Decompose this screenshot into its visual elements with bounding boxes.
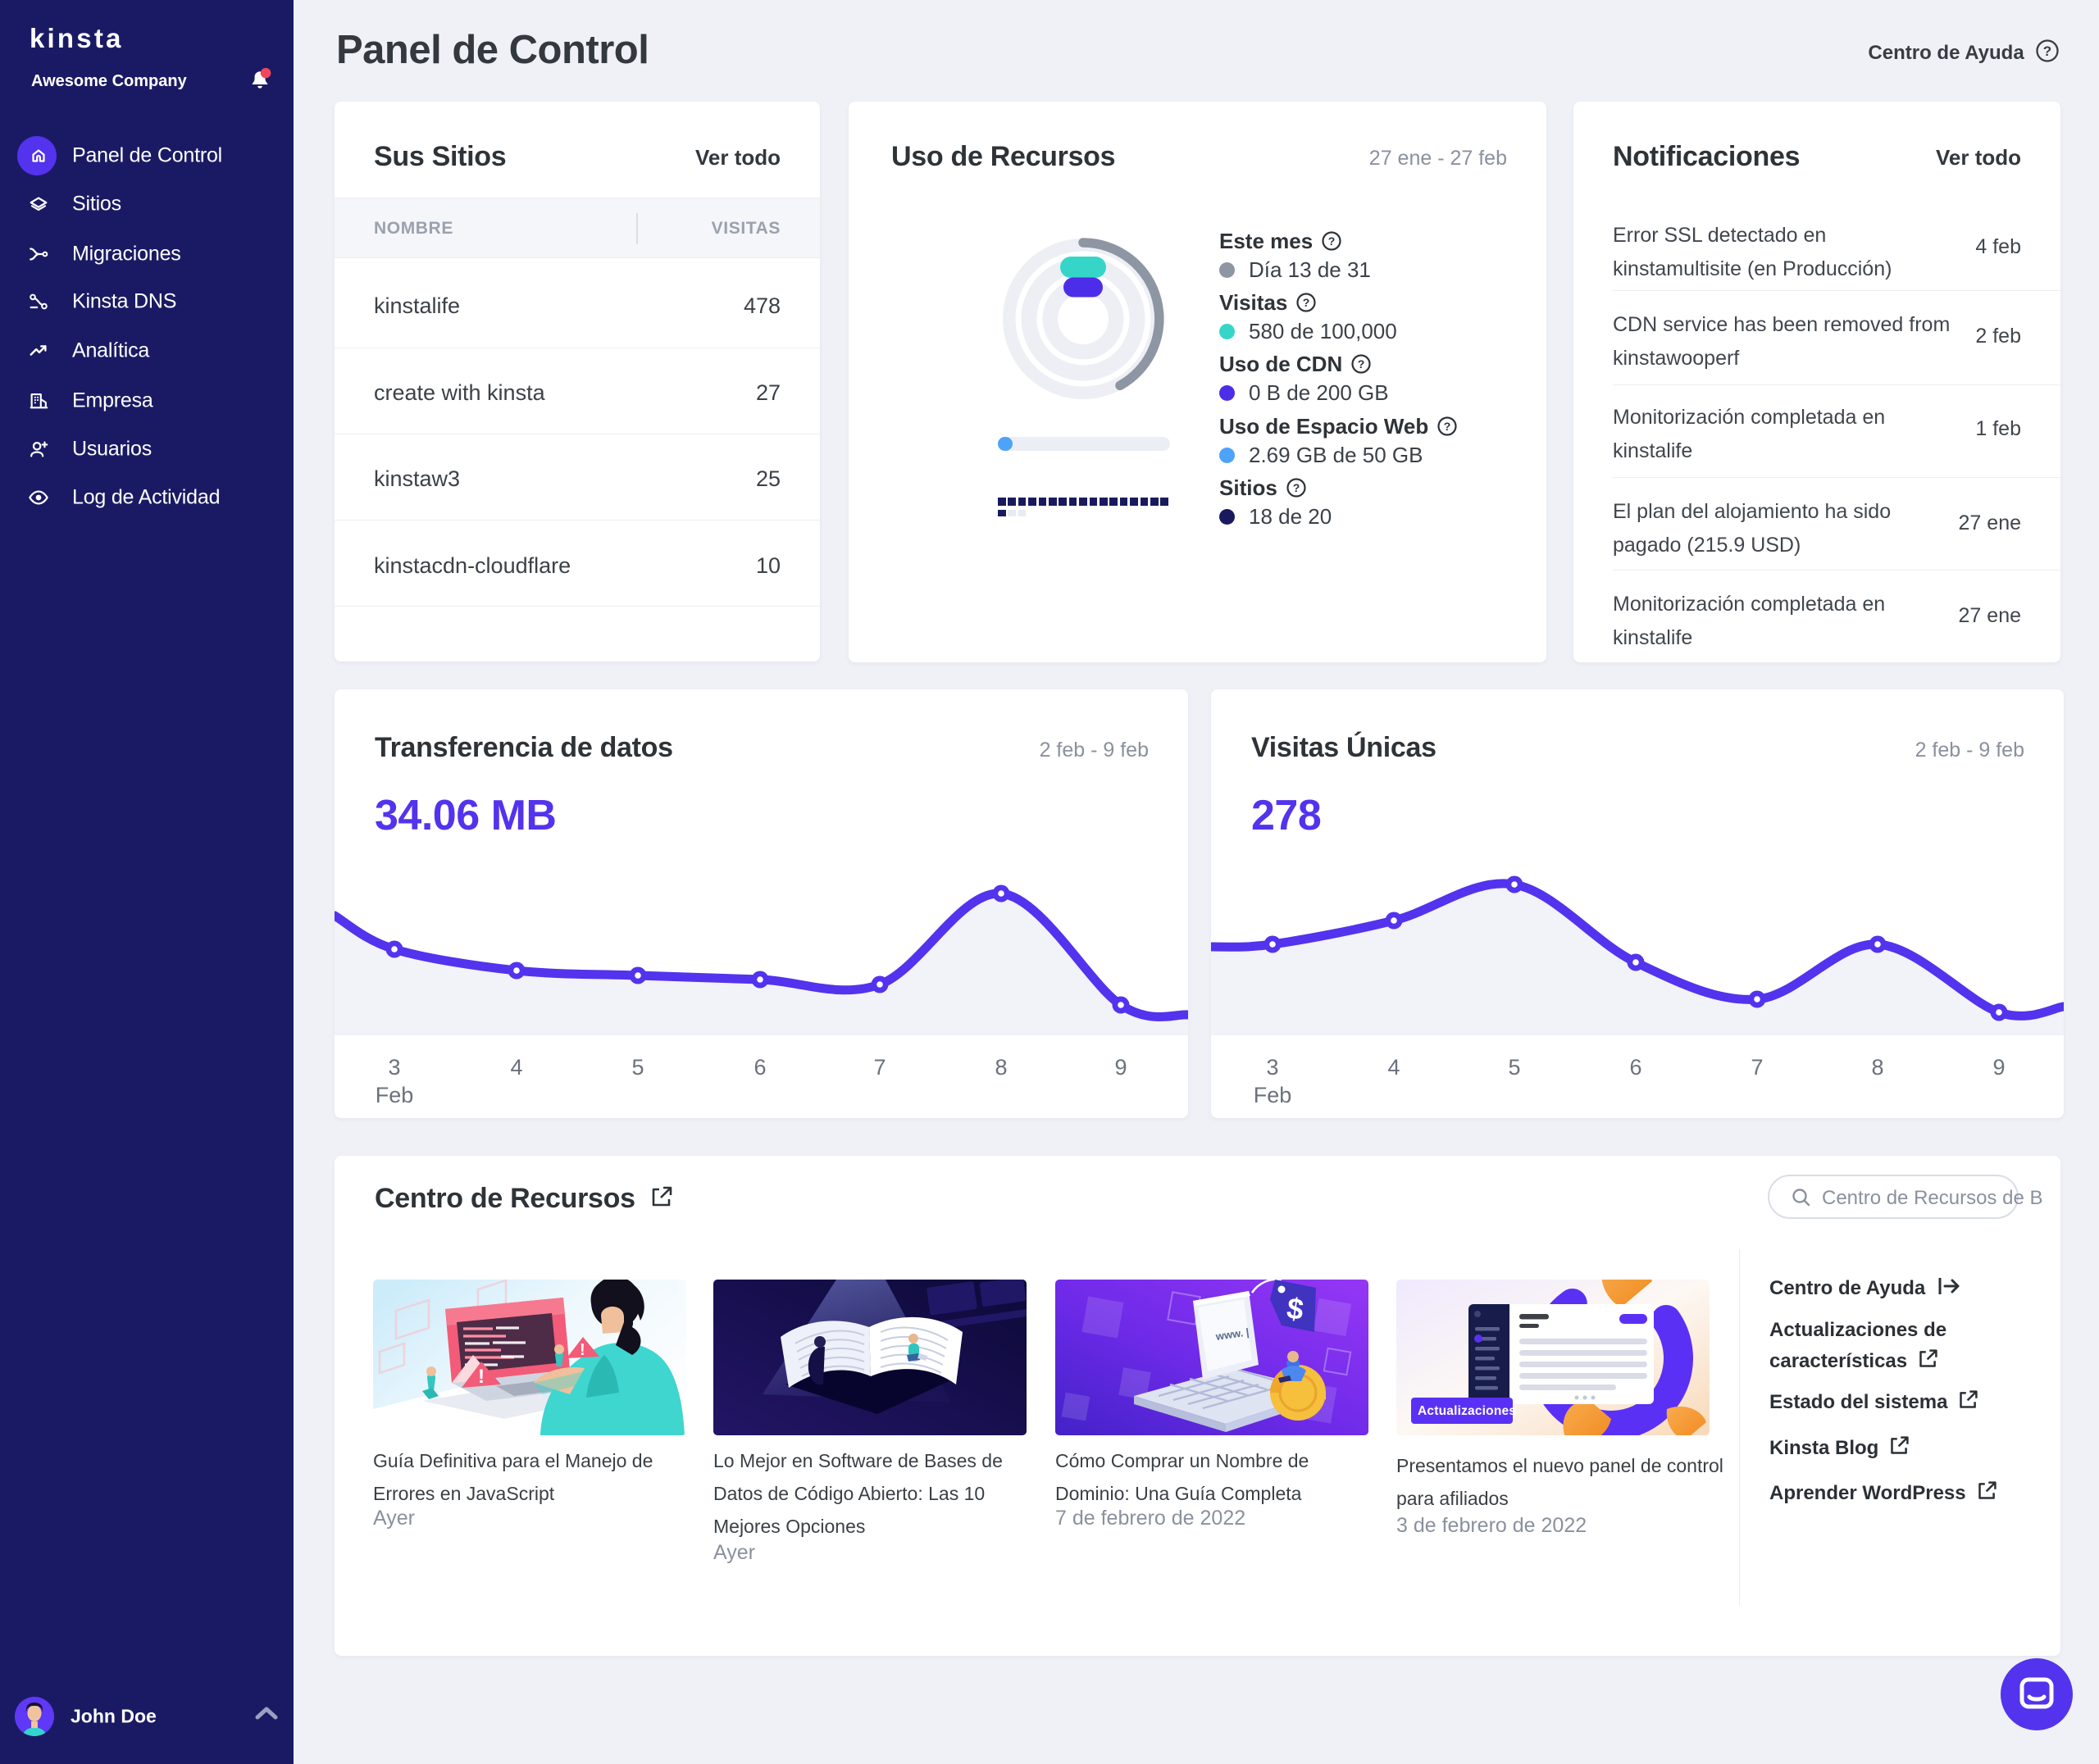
svg-text:?: ?	[1444, 420, 1451, 433]
svg-text:?: ?	[1358, 357, 1365, 371]
svg-text:?: ?	[1328, 234, 1336, 248]
svg-text:?: ?	[2043, 43, 2051, 59]
svg-text:Actualizaciones: Actualizaciones	[1418, 1404, 1516, 1418]
svg-text:?: ?	[1303, 296, 1310, 309]
svg-text:!: !	[478, 1366, 485, 1388]
svg-text:!: !	[580, 1341, 585, 1359]
svg-text:?: ?	[1293, 481, 1300, 494]
svg-text:www. |: www. |	[1214, 1325, 1250, 1343]
svg-text:kinsta: kinsta	[30, 23, 124, 53]
